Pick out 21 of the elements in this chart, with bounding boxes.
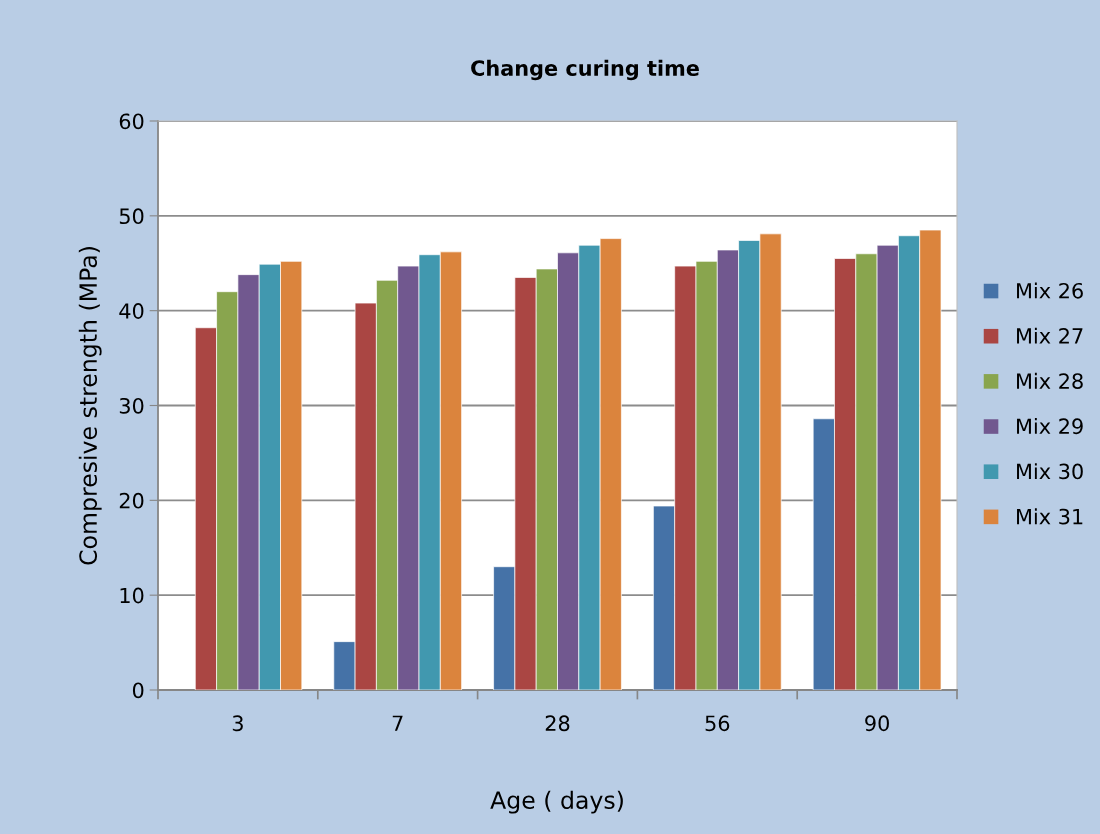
x-tick-label: 28: [545, 715, 570, 732]
y-tick-label: 30: [119, 397, 144, 414]
y-tick-label: 50: [119, 208, 144, 225]
legend-label: Mix 26: [1017, 282, 1083, 299]
x-axis-title: Age ( days): [490, 790, 623, 814]
chart-title: Change curing time: [471, 59, 699, 81]
x-tick-label: 7: [392, 715, 403, 731]
x-tick-label: 90: [865, 715, 889, 732]
legend-label: Mix 31: [1017, 508, 1083, 525]
y-tick-label: 10: [120, 587, 144, 604]
legend-label: Mix 30: [1017, 463, 1083, 480]
legend-label: Mix 28: [1017, 372, 1083, 389]
y-tick-label: 60: [119, 113, 144, 130]
x-tick-label: 3: [232, 715, 243, 732]
x-tick-label: 56: [705, 715, 730, 732]
y-axis-title: Compresive strength (MPa): [78, 247, 102, 565]
y-tick-label: 40: [119, 303, 144, 319]
legend-label: Mix 27: [1017, 327, 1083, 344]
y-tick-label: 0: [132, 682, 144, 699]
legend-label: Mix 29: [1017, 418, 1083, 435]
y-tick-label: 20: [119, 492, 144, 509]
